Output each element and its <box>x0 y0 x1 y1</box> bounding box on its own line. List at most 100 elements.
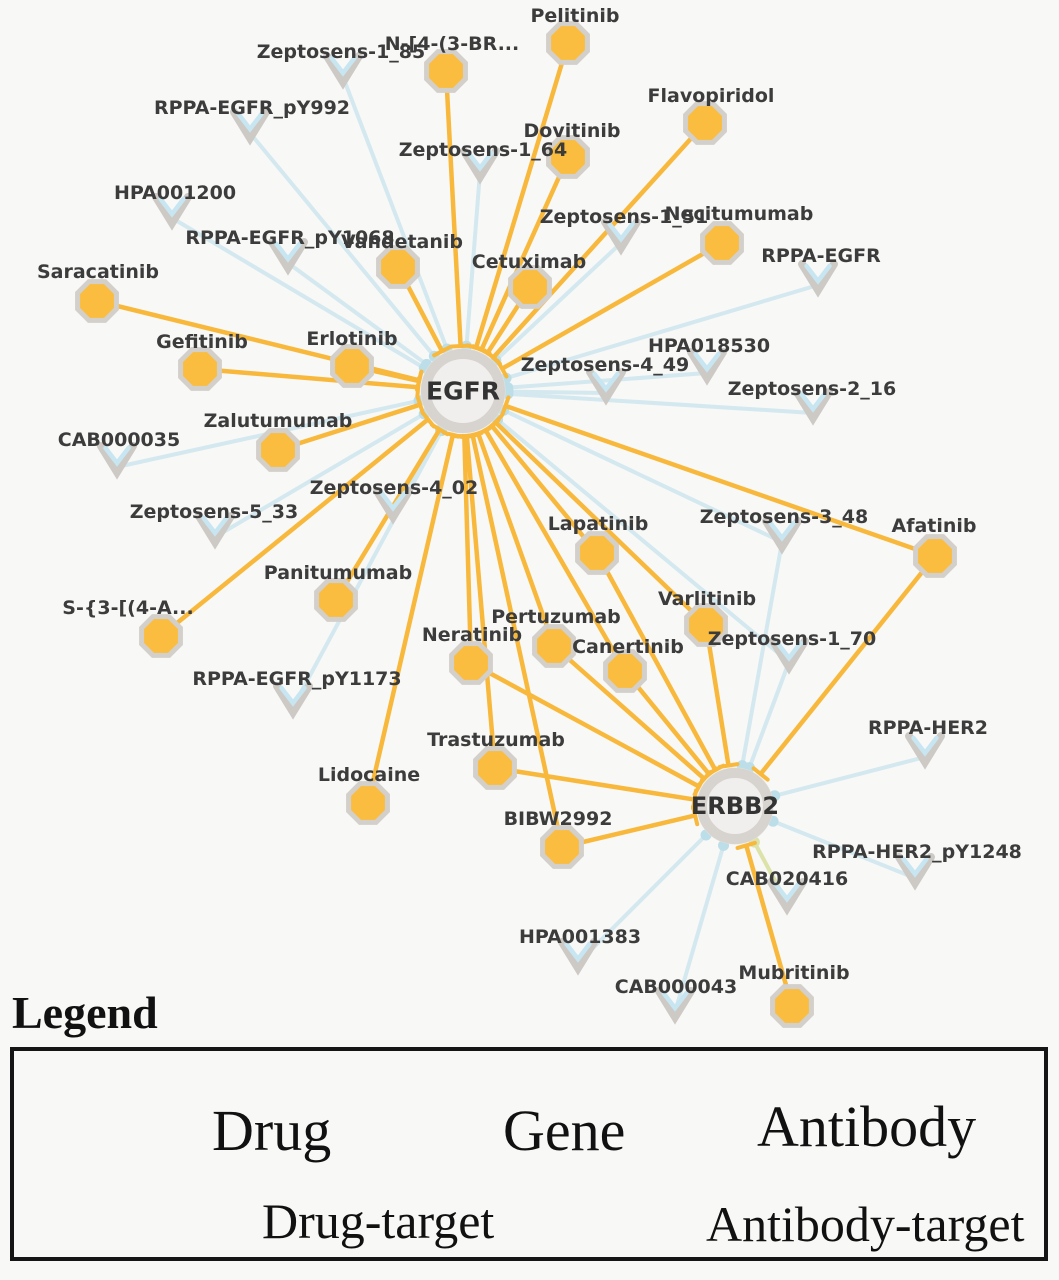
antibody-node-hpa001200[interactable] <box>152 193 192 231</box>
node-label-z348: Zeptosens-3_48 <box>700 506 868 528</box>
legend-antibody-label: Antibody <box>757 1094 977 1159</box>
node-label-hpa018530: HPA018530 <box>648 335 770 357</box>
node-label-lapatinib: Lapatinib <box>548 513 649 535</box>
antibody-node-hpa001383[interactable] <box>558 938 598 976</box>
node-label-cetuximab: Cetuximab <box>472 251 586 273</box>
node-label-z216: Zeptosens-2_16 <box>728 378 896 400</box>
node-label-pertuzumab: Pertuzumab <box>491 606 621 628</box>
labels-layer: Pelitinib N-[4-(3-BR... Flavopiridol Doviti… <box>37 5 1022 998</box>
antibody-node-rppa_egfr[interactable] <box>798 260 838 298</box>
gene-node-erbb2[interactable]: ERBB2 <box>691 767 779 845</box>
node-label-hpa001383: HPA001383 <box>519 926 641 948</box>
antibody-node-hpa018530[interactable] <box>687 348 727 386</box>
drug-node-bibw2992[interactable] <box>540 825 584 869</box>
node-label-saracatinib: Saracatinib <box>37 261 159 283</box>
drug-node-saracatinib[interactable] <box>75 279 119 323</box>
node-label-hpa001200: HPA001200 <box>114 182 236 204</box>
node-label-rppa_her2: RPPA-HER2 <box>868 717 988 739</box>
node-label-panitumumab: Panitumumab <box>264 562 412 584</box>
node-label-z185: Zeptosens-1_85 <box>257 41 425 63</box>
antibody-node-cab000035[interactable] <box>97 442 137 480</box>
node-label-z170: Zeptosens-1_70 <box>708 628 876 650</box>
edges-layer <box>96 42 937 1013</box>
antibody-node-z348[interactable] <box>762 517 802 555</box>
antibody-node-z151[interactable] <box>601 218 641 256</box>
edge-varlitinib-erbb2 <box>703 624 740 769</box>
drug-node-panitumumab[interactable] <box>314 578 358 622</box>
drug-node-zalutumumab[interactable] <box>256 428 300 472</box>
legend-drug-label: Drug <box>212 1098 332 1163</box>
drug-node-s34a[interactable] <box>139 614 183 658</box>
node-label-vandetanib: Vandetanib <box>341 231 463 253</box>
node-label-rppa_egfr: RPPA-EGFR <box>761 245 881 267</box>
gene-label-egfr: EGFR <box>426 377 500 406</box>
drug-node-vandetanib[interactable] <box>376 245 420 289</box>
drug-node-trastuzumab[interactable] <box>473 746 517 790</box>
drug-node-mubritinib[interactable] <box>770 984 814 1028</box>
node-label-varlitinib: Varlitinib <box>658 588 756 610</box>
antibody-node-z449[interactable] <box>586 368 626 406</box>
edge-rppa_her2-erbb2 <box>769 755 926 802</box>
antibody-node-z533[interactable] <box>195 512 235 550</box>
antibody-node-py1068[interactable] <box>268 238 308 276</box>
node-label-zalutumumab: Zalutumumab <box>204 410 353 432</box>
node-label-neratinib: Neratinib <box>422 624 522 646</box>
drug-node-flavopiridol[interactable] <box>683 101 727 145</box>
drug-node-lapatinib[interactable] <box>575 531 619 575</box>
gene-label-erbb2: ERBB2 <box>691 792 779 820</box>
drug-node-cetuximab[interactable] <box>508 265 552 309</box>
node-label-necitumumab: Necitumumab <box>665 203 814 225</box>
drug-node-canertinib[interactable] <box>603 649 647 693</box>
edge-afatinib-erbb2 <box>751 554 937 782</box>
node-label-z151: Zeptosens-1_51 <box>540 206 708 228</box>
gene-node-egfr[interactable]: EGFR <box>420 348 506 434</box>
antibody-node-py1248[interactable] <box>895 853 935 891</box>
node-label-dovitinib: Dovitinib <box>524 120 621 142</box>
legend-box <box>10 1047 1048 1261</box>
legend-gene-label: Gene <box>503 1098 626 1163</box>
legend-title: Legend <box>12 987 158 1038</box>
drug-node-nbr[interactable] <box>424 49 468 93</box>
edge-mubritinib-erbb2 <box>735 840 795 1007</box>
antibody-node-z170[interactable] <box>769 637 809 675</box>
node-label-pelitinib: Pelitinib <box>530 5 619 27</box>
edge-nbr-egfr <box>443 70 472 349</box>
node-label-py992: RPPA-EGFR_pY992 <box>154 97 350 119</box>
node-label-erlotinib: Erlotinib <box>306 328 397 350</box>
drug-node-pelitinib[interactable] <box>546 21 590 65</box>
node-label-z402: Zeptosens-4_02 <box>310 477 478 499</box>
node-label-canertinib: Canertinib <box>572 636 684 658</box>
drug-node-dovitinib[interactable] <box>546 135 590 179</box>
drug-node-gefitinib[interactable] <box>178 347 222 391</box>
node-label-nbr: N-[4-(3-BR... <box>385 33 519 55</box>
legend-drug-target-label: Drug-target <box>262 1193 495 1249</box>
drug-node-necitumumab[interactable] <box>700 221 744 265</box>
edge-necitumumab-egfr <box>495 241 724 379</box>
node-label-py1248: RPPA-HER2_pY1248 <box>812 841 1022 863</box>
antibody-node-py992[interactable] <box>230 108 270 146</box>
antibody-node-z216[interactable] <box>793 388 833 426</box>
antibody-node-z402[interactable] <box>373 487 413 525</box>
node-label-bibw2992: BIBW2992 <box>504 808 613 830</box>
drug-node-lidocaine[interactable] <box>346 781 390 825</box>
antibody-node-z164[interactable] <box>460 147 500 185</box>
edge-trastuzumab-erbb2 <box>494 765 698 811</box>
drug-node-varlitinib[interactable] <box>684 603 728 647</box>
antibody-node-py1173[interactable] <box>273 682 313 720</box>
node-label-py1068: RPPA-EGFR_pY1068 <box>185 227 394 249</box>
antibody-node-z185[interactable] <box>323 52 363 90</box>
antibody-node-cab000043[interactable] <box>655 987 695 1025</box>
drug-node-pertuzumab[interactable] <box>532 624 576 668</box>
edge-canertinib-erbb2 <box>623 669 719 782</box>
antibody-node-rppa_her2[interactable] <box>905 732 945 770</box>
drug-node-afatinib[interactable] <box>913 534 957 578</box>
drug-node-erlotinib[interactable] <box>330 344 374 388</box>
node-label-mubritinib: Mubritinib <box>738 962 849 984</box>
node-label-cab020416: CAB020416 <box>726 868 848 890</box>
node-label-z449: Zeptosens-4_49 <box>521 354 689 376</box>
edge-bibw2992-erbb2 <box>561 804 700 850</box>
drug-node-neratinib[interactable] <box>449 641 493 685</box>
antibody-node-cab020416[interactable] <box>767 878 807 916</box>
